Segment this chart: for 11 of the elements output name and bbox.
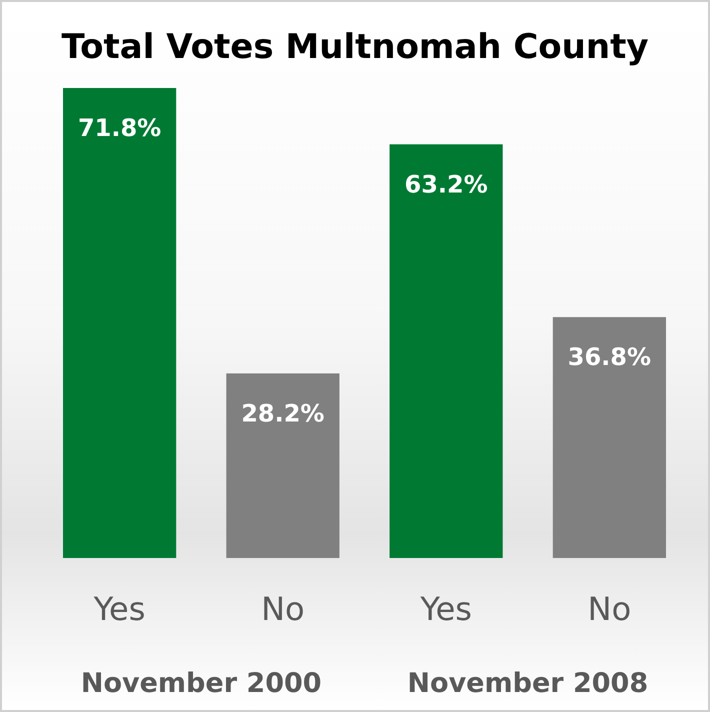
x-tick-label: No	[261, 590, 305, 628]
chart-title: Total Votes Multnomah County	[62, 27, 648, 67]
x-tick-label: No	[588, 590, 632, 628]
data-label: 71.8%	[78, 114, 162, 142]
text: November 2008	[407, 668, 648, 699]
text: November 2000	[80, 668, 322, 699]
x-tick-label: Yes	[92, 590, 146, 628]
x-tick-label: Yes	[419, 590, 472, 628]
data-label: 28.2%	[241, 399, 324, 428]
data-label: 63.2%	[404, 170, 488, 198]
data-label: 36.8%	[568, 343, 652, 372]
